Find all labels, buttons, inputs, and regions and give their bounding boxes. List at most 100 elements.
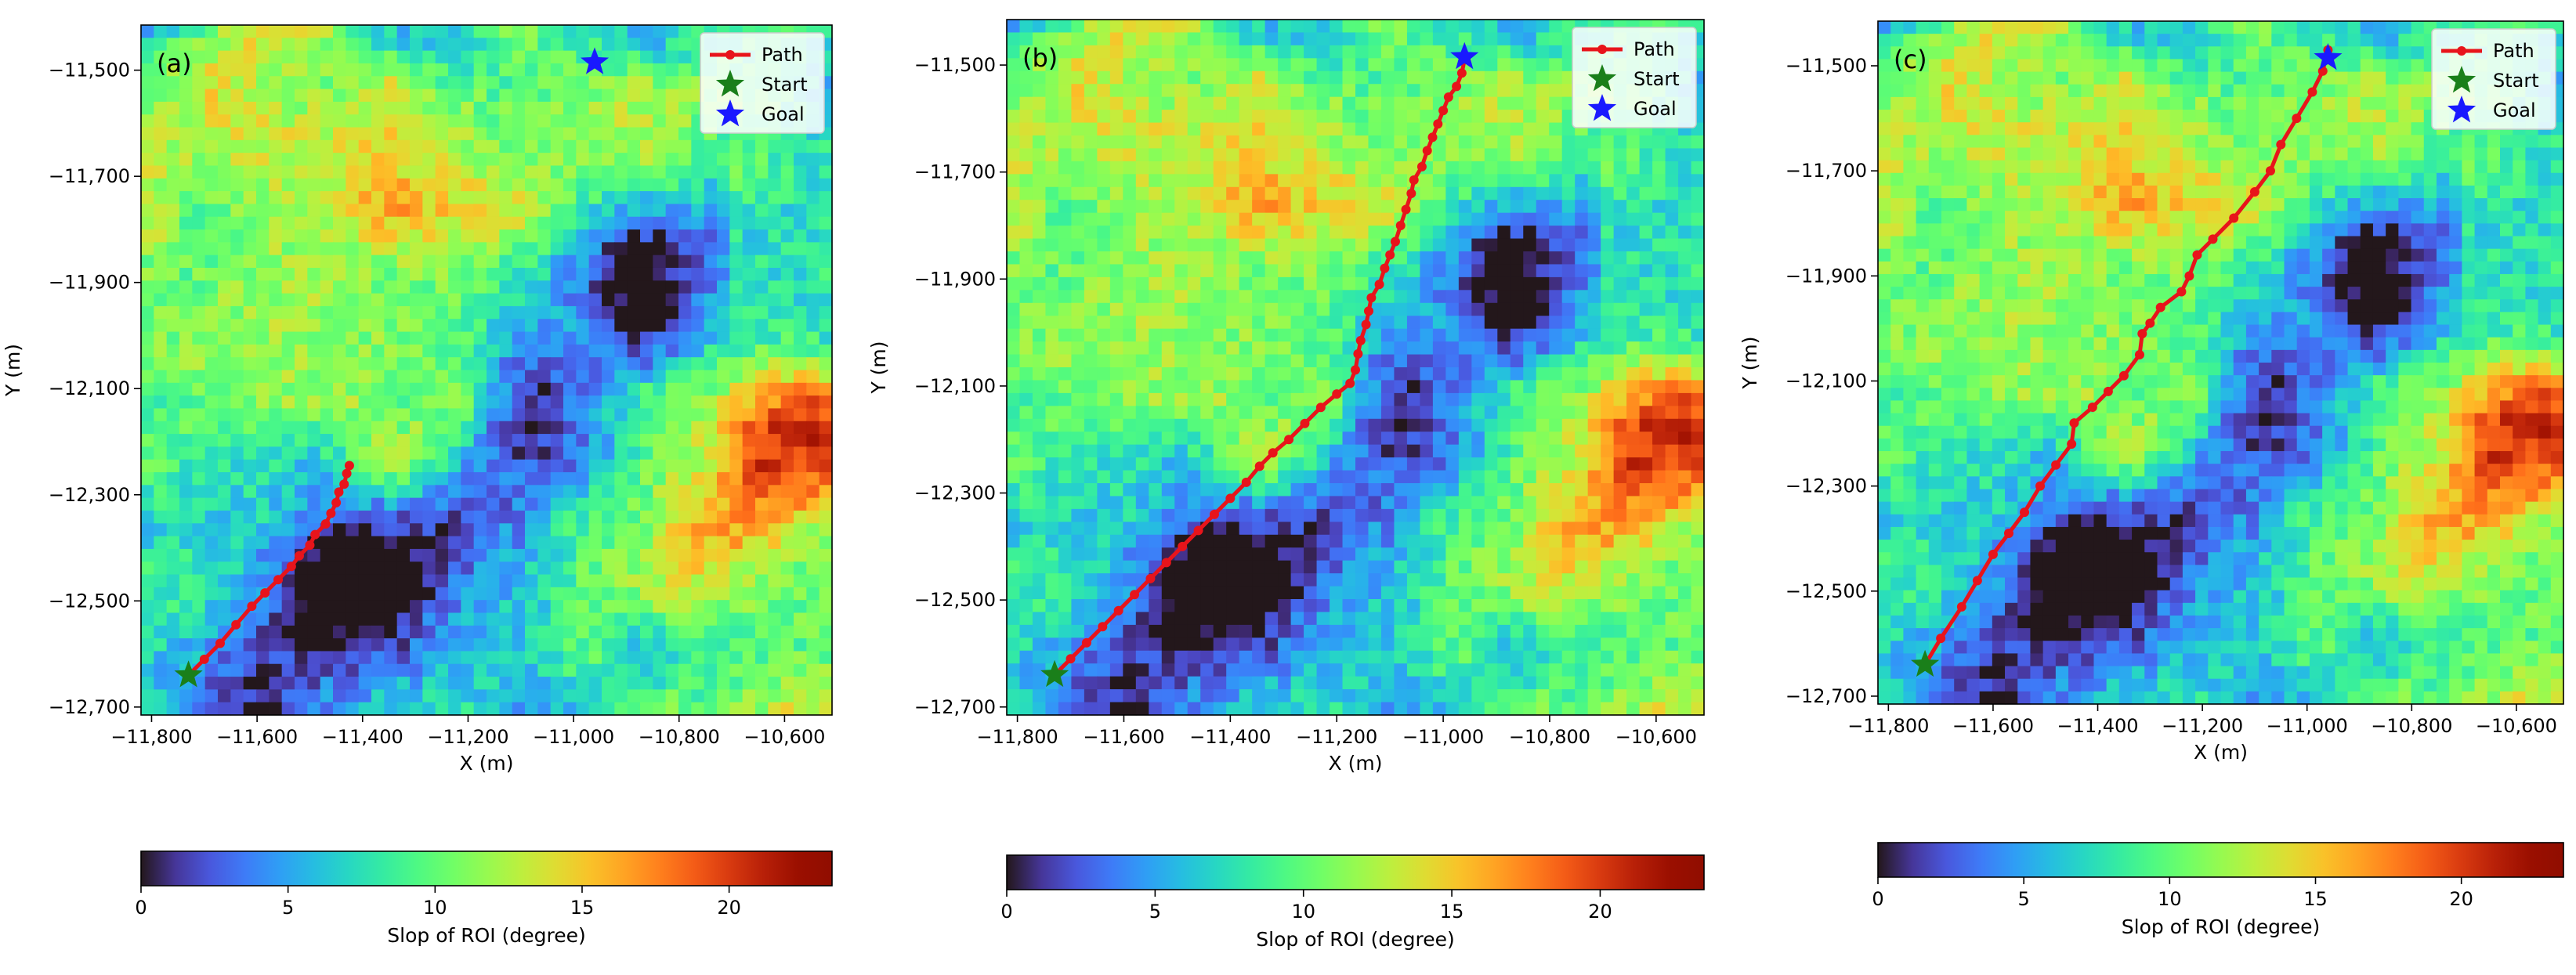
heatmap-cell xyxy=(410,498,423,511)
heatmap-cell xyxy=(307,345,320,358)
heatmap-cell xyxy=(359,395,372,409)
heatmap-cell xyxy=(1071,174,1084,187)
heatmap-cell xyxy=(1200,432,1214,445)
heatmap-cell xyxy=(1678,341,1691,355)
heatmap-cell xyxy=(1097,303,1110,316)
heatmap-cell xyxy=(691,498,704,511)
heatmap-cell xyxy=(1433,457,1446,471)
heatmap-cell xyxy=(1214,161,1227,175)
heatmap-cell xyxy=(614,549,628,562)
heatmap-cell xyxy=(576,472,589,486)
heatmap-cell xyxy=(806,319,819,332)
heatmap-cell xyxy=(1291,457,1304,471)
heatmap-cell xyxy=(1058,290,1072,303)
heatmap-cell xyxy=(205,370,219,384)
heatmap-cell xyxy=(691,702,704,716)
heatmap-cell xyxy=(282,587,295,601)
heatmap-cell xyxy=(333,523,346,536)
heatmap-cell xyxy=(141,612,154,626)
heatmap-cell xyxy=(244,102,257,115)
heatmap-cell xyxy=(1511,329,1524,342)
heatmap-cell xyxy=(794,511,807,524)
heatmap-cell xyxy=(1149,239,1162,252)
heatmap-cell xyxy=(1252,187,1265,200)
heatmap-cell xyxy=(179,179,193,192)
heatmap-cell xyxy=(755,229,769,243)
heatmap-cell xyxy=(359,383,372,396)
heatmap-cell xyxy=(218,345,231,358)
heatmap-cell xyxy=(551,421,564,435)
heatmap-cell xyxy=(397,612,411,626)
heatmap-cell xyxy=(1691,445,1705,458)
heatmap-cell xyxy=(1511,32,1524,45)
heatmap-cell xyxy=(781,702,794,716)
heatmap-cell xyxy=(397,229,411,243)
heatmap-cell xyxy=(666,434,679,447)
heatmap-cell xyxy=(1549,32,1562,45)
heatmap-cell xyxy=(691,600,704,613)
heatmap-cell xyxy=(320,51,334,64)
heatmap-cell xyxy=(704,638,718,652)
heatmap-cell xyxy=(397,408,411,421)
heatmap-cell xyxy=(1381,200,1395,213)
heatmap-cell xyxy=(1123,58,1136,71)
heatmap-cell xyxy=(218,460,231,473)
heatmap-cell xyxy=(1549,329,1562,342)
heatmap-cell xyxy=(333,179,346,192)
heatmap-cell xyxy=(806,179,819,192)
heatmap-cell xyxy=(205,63,219,77)
heatmap-cell xyxy=(397,51,411,64)
heatmap-cell xyxy=(576,76,589,89)
heatmap-cell xyxy=(1214,432,1227,445)
heatmap-cell xyxy=(359,153,372,166)
heatmap-cell xyxy=(589,76,602,89)
heatmap-cell xyxy=(1640,393,1653,406)
heatmap-cell xyxy=(576,191,589,204)
heatmap-cell xyxy=(1226,45,1239,59)
heatmap-cell xyxy=(551,408,564,421)
heatmap-cell xyxy=(602,217,615,230)
heatmap-cell xyxy=(410,575,423,588)
heatmap-cell xyxy=(141,434,154,447)
heatmap-cell xyxy=(1045,71,1058,85)
heatmap-cell xyxy=(1136,355,1149,368)
heatmap-cell xyxy=(704,165,718,179)
heatmap-cell xyxy=(1652,251,1666,265)
heatmap-cell xyxy=(1214,110,1227,123)
heatmap-cell xyxy=(1291,264,1304,277)
heatmap-cell xyxy=(1019,419,1033,432)
heatmap-cell xyxy=(743,357,756,370)
heatmap-cell xyxy=(154,268,167,281)
heatmap-cell xyxy=(410,370,423,384)
heatmap-cell xyxy=(1033,471,1046,484)
heatmap-cell xyxy=(448,255,461,269)
heatmap-cell xyxy=(179,294,193,307)
heatmap-cell xyxy=(410,179,423,192)
heatmap-cell xyxy=(666,51,679,64)
heatmap-cell xyxy=(1110,406,1123,419)
heatmap-cell xyxy=(422,562,436,575)
heatmap-cell xyxy=(371,383,385,396)
heatmap-cell xyxy=(628,179,641,192)
heatmap-cell xyxy=(1045,200,1058,213)
heatmap-cell xyxy=(614,562,628,575)
heatmap-cell xyxy=(1317,367,1330,381)
heatmap-cell xyxy=(167,128,180,141)
heatmap-cell xyxy=(282,102,295,115)
heatmap-cell xyxy=(717,421,730,435)
heatmap-cell xyxy=(743,638,756,652)
heatmap-cell xyxy=(551,638,564,652)
heatmap-cell xyxy=(499,345,512,358)
heatmap-cell xyxy=(614,332,628,345)
heatmap-cell xyxy=(1291,110,1304,123)
heatmap-cell xyxy=(1265,32,1279,45)
heatmap-cell xyxy=(384,229,397,243)
heatmap-cell xyxy=(436,128,449,141)
heatmap-cell xyxy=(806,689,819,702)
heatmap-cell xyxy=(1188,341,1201,355)
heatmap-cell xyxy=(1007,445,1020,458)
heatmap-cell xyxy=(154,511,167,524)
heatmap-cell xyxy=(205,523,219,536)
heatmap-cell xyxy=(307,446,320,460)
heatmap-cell xyxy=(512,638,526,652)
